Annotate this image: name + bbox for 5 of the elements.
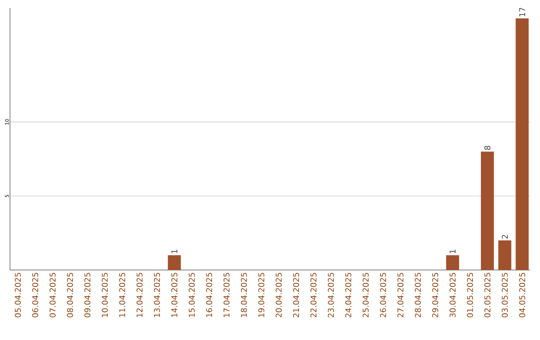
bar bbox=[446, 255, 460, 270]
bar bbox=[480, 152, 494, 270]
bar bbox=[516, 18, 529, 270]
bar bbox=[498, 240, 512, 270]
bar bbox=[168, 255, 181, 270]
